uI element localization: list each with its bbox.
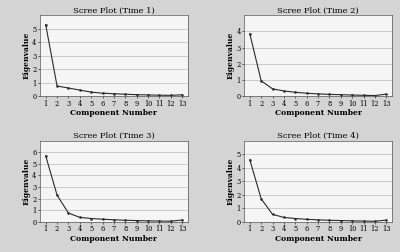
X-axis label: Component Number: Component Number bbox=[274, 235, 362, 243]
Y-axis label: Eigenvalue: Eigenvalue bbox=[227, 158, 235, 205]
Title: Scree Plot (Time 4): Scree Plot (Time 4) bbox=[277, 132, 359, 140]
X-axis label: Component Number: Component Number bbox=[274, 109, 362, 117]
Title: Scree Plot (Time 1): Scree Plot (Time 1) bbox=[73, 6, 155, 14]
X-axis label: Component Number: Component Number bbox=[70, 235, 158, 243]
Y-axis label: Eigenvalue: Eigenvalue bbox=[23, 158, 31, 205]
Title: Scree Plot (Time 3): Scree Plot (Time 3) bbox=[73, 132, 155, 140]
Y-axis label: Eigenvalue: Eigenvalue bbox=[23, 32, 31, 79]
Y-axis label: Eigenvalue: Eigenvalue bbox=[227, 32, 235, 79]
Title: Scree Plot (Time 2): Scree Plot (Time 2) bbox=[277, 6, 359, 14]
X-axis label: Component Number: Component Number bbox=[70, 109, 158, 117]
